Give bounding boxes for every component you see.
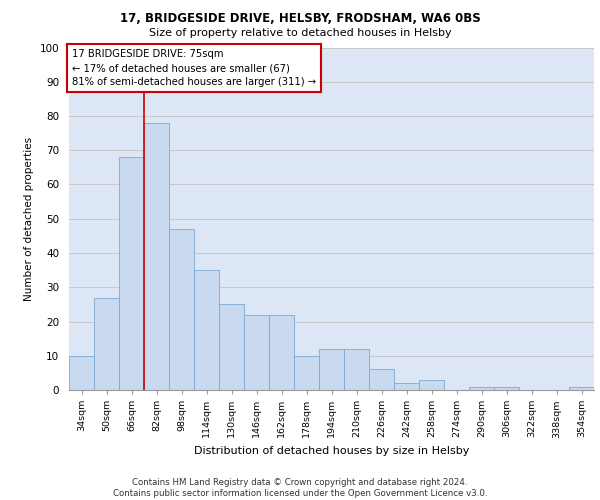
Y-axis label: Number of detached properties: Number of detached properties [24,136,34,301]
Bar [394,383,419,390]
Bar [419,380,444,390]
Bar [69,356,94,390]
Bar [119,157,144,390]
Bar [169,229,194,390]
Text: 17 BRIDGESIDE DRIVE: 75sqm
← 17% of detached houses are smaller (67)
81% of semi: 17 BRIDGESIDE DRIVE: 75sqm ← 17% of deta… [71,49,316,87]
Bar [569,386,594,390]
X-axis label: Distribution of detached houses by size in Helsby: Distribution of detached houses by size … [194,446,469,456]
Text: 17, BRIDGESIDE DRIVE, HELSBY, FRODSHAM, WA6 0BS: 17, BRIDGESIDE DRIVE, HELSBY, FRODSHAM, … [119,12,481,26]
Text: Size of property relative to detached houses in Helsby: Size of property relative to detached ho… [149,28,451,38]
Bar [319,349,344,390]
Text: Contains HM Land Registry data © Crown copyright and database right 2024.
Contai: Contains HM Land Registry data © Crown c… [113,478,487,498]
Bar [219,304,244,390]
Bar [369,370,394,390]
Bar [269,314,294,390]
Bar [344,349,369,390]
Bar [494,386,519,390]
Bar [194,270,219,390]
Bar [294,356,319,390]
Bar [469,386,494,390]
Bar [144,123,169,390]
Bar [244,314,269,390]
Bar [94,298,119,390]
